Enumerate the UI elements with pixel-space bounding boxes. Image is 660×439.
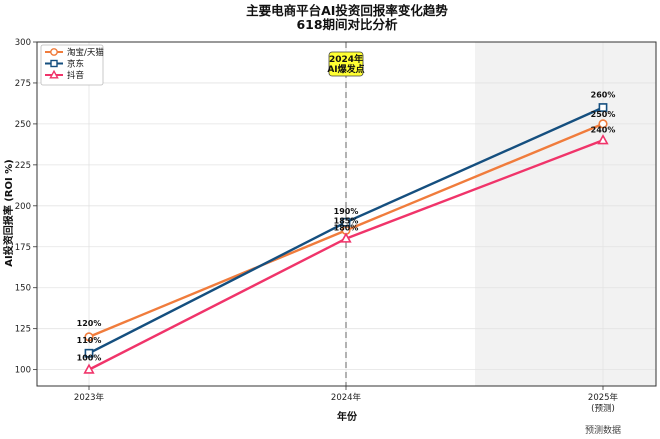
data-point bbox=[84, 332, 94, 342]
x-tick-sublabel: (预测) bbox=[591, 403, 615, 414]
data-point bbox=[341, 217, 351, 227]
y-tick-label: 275 bbox=[15, 79, 31, 89]
annotation-text-line2: AI爆发点 bbox=[327, 63, 364, 75]
x-tick-label: 2023年 bbox=[74, 392, 105, 403]
forecast-region bbox=[475, 42, 656, 386]
annotation-text-line1: 2024年 bbox=[329, 53, 363, 65]
y-tick-label: 100 bbox=[15, 366, 31, 376]
y-tick-label: 150 bbox=[15, 284, 31, 294]
data-point bbox=[83, 363, 95, 374]
legend-label: 京东 bbox=[67, 59, 84, 70]
data-label: 190% bbox=[334, 207, 359, 216]
data-label: 100% bbox=[77, 354, 102, 363]
data-point bbox=[84, 348, 94, 358]
plot-frame bbox=[36, 41, 657, 387]
annotation-box bbox=[328, 51, 364, 77]
y-tick-label: 225 bbox=[15, 161, 31, 171]
data-label: 120% bbox=[77, 319, 102, 328]
data-label: 250% bbox=[591, 110, 616, 119]
data-point bbox=[340, 232, 352, 243]
legend-marker bbox=[49, 69, 59, 79]
data-label: 185% bbox=[334, 216, 359, 225]
y-tick-label: 200 bbox=[15, 202, 31, 212]
data-label: 260% bbox=[591, 91, 616, 100]
x-tick-label: 2024年 bbox=[331, 392, 362, 403]
forecast-note: 预测数据 bbox=[585, 424, 621, 436]
legend-marker bbox=[50, 48, 58, 56]
data-label: 180% bbox=[334, 224, 359, 233]
y-tick-label: 125 bbox=[15, 325, 31, 335]
chart-title: 主要电商平台AI投资回报率变化趋势 bbox=[246, 3, 448, 18]
legend-label: 淘宝/天猫 bbox=[67, 47, 104, 58]
data-point bbox=[597, 134, 609, 145]
y-tick-label: 300 bbox=[15, 38, 31, 48]
data-label: 110% bbox=[77, 336, 102, 345]
legend-marker bbox=[50, 59, 58, 68]
chart-subtitle: 618期间对比分析 bbox=[296, 17, 398, 32]
y-axis-label: AI投资回报率 (ROI %) bbox=[2, 159, 15, 267]
data-label: 240% bbox=[591, 125, 616, 134]
legend-label: 抖音 bbox=[67, 70, 85, 81]
data-point bbox=[598, 103, 608, 112]
x-tick-label: 2025年 bbox=[588, 392, 619, 403]
y-tick-label: 175 bbox=[15, 243, 31, 253]
y-tick-label: 250 bbox=[15, 120, 31, 130]
x-axis-label: 年份 bbox=[337, 410, 358, 423]
data-point bbox=[598, 119, 608, 129]
plot-area: 100 125 150 175 200 225 250 275 300 2023年 2024年 202… bbox=[15, 38, 657, 414]
